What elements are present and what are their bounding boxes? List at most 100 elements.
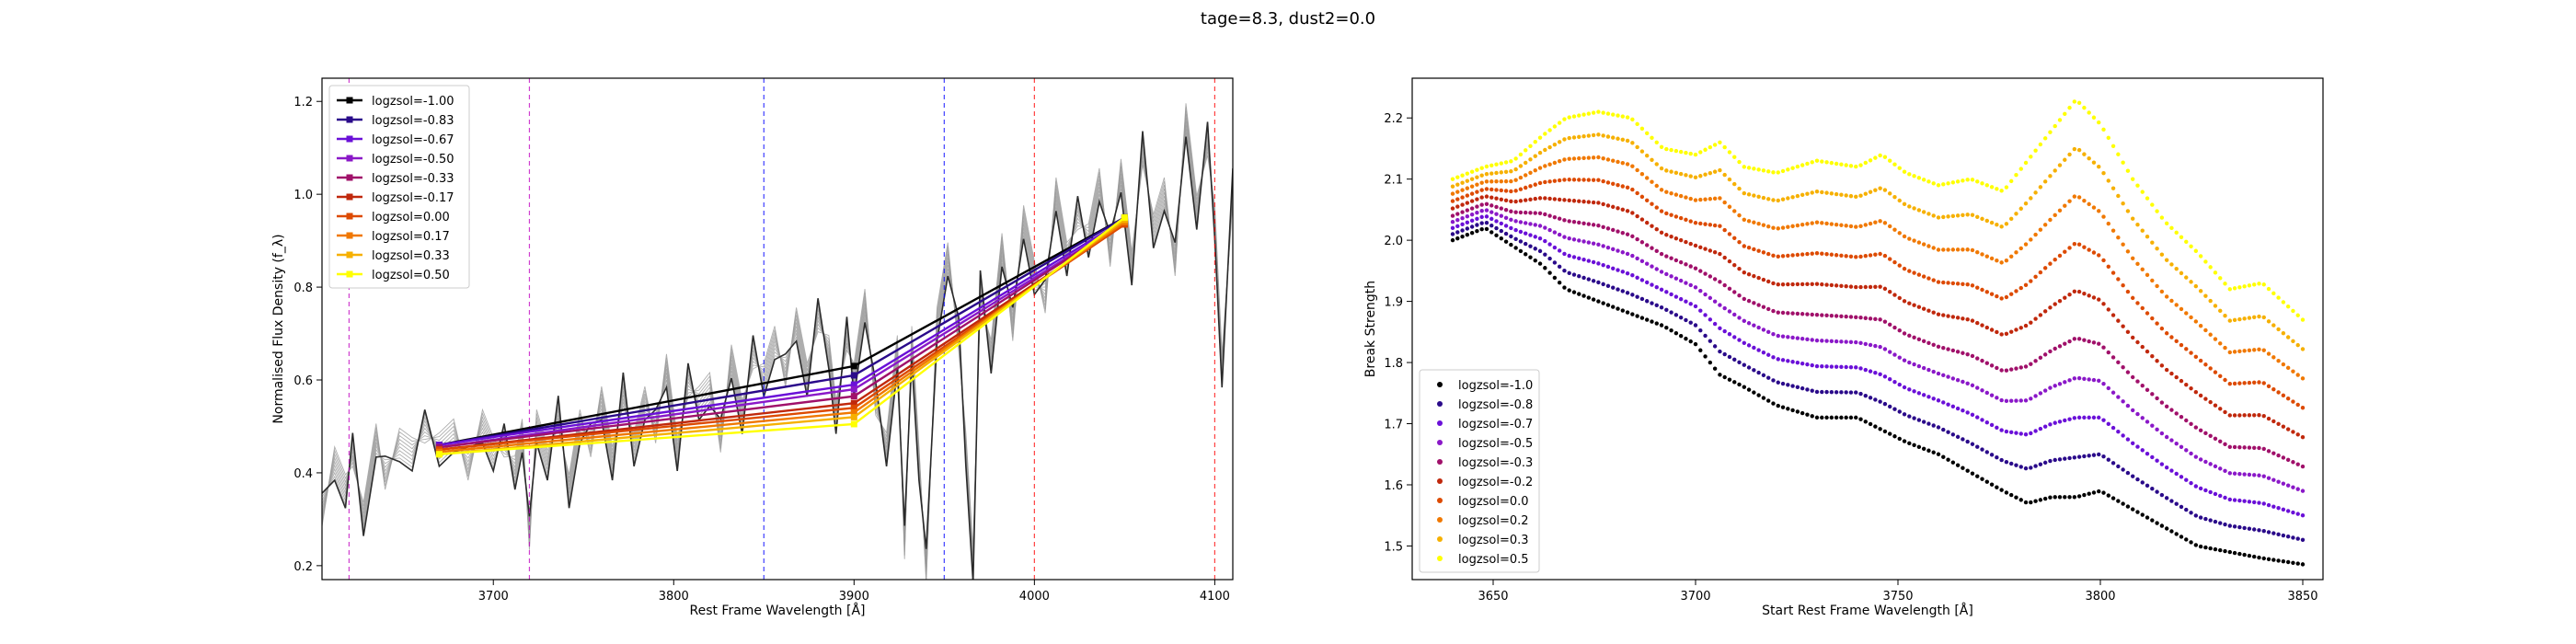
break-strength-point — [1533, 258, 1537, 263]
break-strength-point — [1577, 256, 1581, 261]
break-strength-point — [1834, 314, 1839, 318]
break-strength-point — [1902, 299, 1907, 304]
break-strength-y-tick-label: 2.2 — [1384, 112, 1403, 126]
break-strength-point — [1678, 237, 1684, 243]
break-strength-point — [2164, 496, 2169, 500]
legend-marker — [346, 193, 353, 201]
break-strength-point — [1630, 293, 1635, 297]
break-strength-point — [1605, 264, 1611, 270]
break-strength-point — [2208, 489, 2213, 495]
break-strength-point — [2261, 501, 2266, 506]
break-strength-point — [2009, 292, 2014, 296]
break-strength-point — [1999, 457, 2004, 463]
break-strength-point — [2271, 323, 2276, 328]
break-strength-point — [1844, 163, 1848, 167]
break-strength-point — [1878, 219, 1882, 224]
break-strength-point — [1790, 253, 1795, 258]
break-strength-point — [2179, 535, 2184, 539]
break-strength-point — [1581, 133, 1586, 139]
break-strength-point — [2029, 500, 2033, 505]
break-strength-point — [1533, 247, 1537, 251]
break-strength-point — [1863, 160, 1869, 166]
break-strength-point — [2257, 413, 2261, 418]
break-strength-point — [1469, 184, 1475, 189]
break-strength-point — [1659, 209, 1664, 213]
break-strength-point — [1712, 344, 1718, 349]
break-strength-point — [1834, 222, 1839, 227]
break-strength-point — [2189, 421, 2193, 426]
break-strength-point — [1912, 238, 1916, 243]
break-strength-point — [1684, 195, 1688, 200]
break-strength-point — [2053, 457, 2057, 463]
break-strength-point — [1581, 199, 1586, 204]
break-strength-point — [2193, 454, 2199, 459]
break-strength-point — [1732, 290, 1737, 294]
break-strength-point — [1562, 117, 1567, 121]
break-strength-point — [1518, 229, 1524, 235]
break-strength-point — [2300, 406, 2306, 410]
break-strength-point — [1970, 353, 1975, 359]
break-strength-point — [1673, 192, 1679, 197]
break-strength-point — [2164, 367, 2169, 373]
break-strength-point — [1805, 362, 1810, 367]
break-strength-point — [1882, 374, 1888, 379]
break-strength-point — [1931, 246, 1936, 250]
break-strength-point — [2300, 317, 2306, 322]
break-strength-point — [1645, 261, 1650, 266]
break-strength-point — [1543, 225, 1547, 230]
break-strength-point — [1630, 273, 1635, 278]
break-strength-point — [2198, 323, 2203, 328]
break-strength-point — [2140, 416, 2145, 420]
break-strength-point — [1678, 149, 1684, 155]
break-strength-point — [2266, 416, 2271, 421]
break-strength-point — [1834, 161, 1839, 167]
break-strength-point — [1450, 191, 1455, 196]
break-strength-point — [1664, 190, 1669, 194]
break-strength-point — [1921, 339, 1926, 343]
break-strength-point — [1708, 360, 1713, 365]
break-strength-point — [1669, 328, 1673, 333]
break-strength-point — [1460, 188, 1465, 192]
model-series-marker — [1121, 213, 1128, 221]
break-strength-point — [1586, 200, 1592, 204]
break-strength-point — [1907, 236, 1912, 241]
break-strength-point — [1834, 364, 1839, 369]
break-strength-point — [1528, 233, 1533, 237]
break-strength-point — [2135, 339, 2140, 345]
break-strength-point — [2106, 493, 2110, 498]
break-strength-point — [1547, 242, 1552, 247]
break-strength-point — [2198, 486, 2203, 491]
break-strength-point — [1941, 182, 1946, 187]
break-strength-point — [1494, 225, 1499, 231]
break-strength-point — [1616, 248, 1620, 253]
break-strength-point — [1732, 357, 1737, 362]
break-strength-point — [1639, 194, 1645, 200]
break-strength-point — [1499, 178, 1504, 184]
break-strength-point — [2038, 355, 2043, 361]
break-strength-point — [1786, 311, 1790, 316]
break-strength-point — [1465, 208, 1470, 213]
break-strength-point — [1980, 287, 1984, 293]
break-strength-point — [1635, 256, 1639, 261]
break-strength-point — [1503, 224, 1509, 228]
break-strength-point — [1795, 385, 1800, 390]
break-strength-point — [1708, 274, 1713, 279]
legend-label: logzsol=-0.5 — [1458, 437, 1533, 451]
model-series-marker — [850, 372, 857, 379]
break-strength-point — [1820, 339, 1824, 343]
break-strength-point — [1790, 166, 1795, 170]
break-strength-point — [2232, 524, 2237, 529]
break-strength-point — [1752, 273, 1756, 279]
break-strength-point — [1752, 345, 1756, 351]
break-strength-point — [2208, 298, 2213, 304]
break-strength-point — [1684, 173, 1688, 178]
break-strength-point — [1645, 299, 1650, 304]
break-strength-point — [2247, 413, 2252, 418]
break-strength-point — [1980, 323, 1984, 328]
break-strength-point — [1829, 389, 1834, 395]
break-strength-point — [1718, 140, 1722, 144]
break-strength-point — [1722, 374, 1727, 380]
break-strength-point — [1888, 350, 1892, 354]
break-strength-point — [2057, 382, 2063, 386]
